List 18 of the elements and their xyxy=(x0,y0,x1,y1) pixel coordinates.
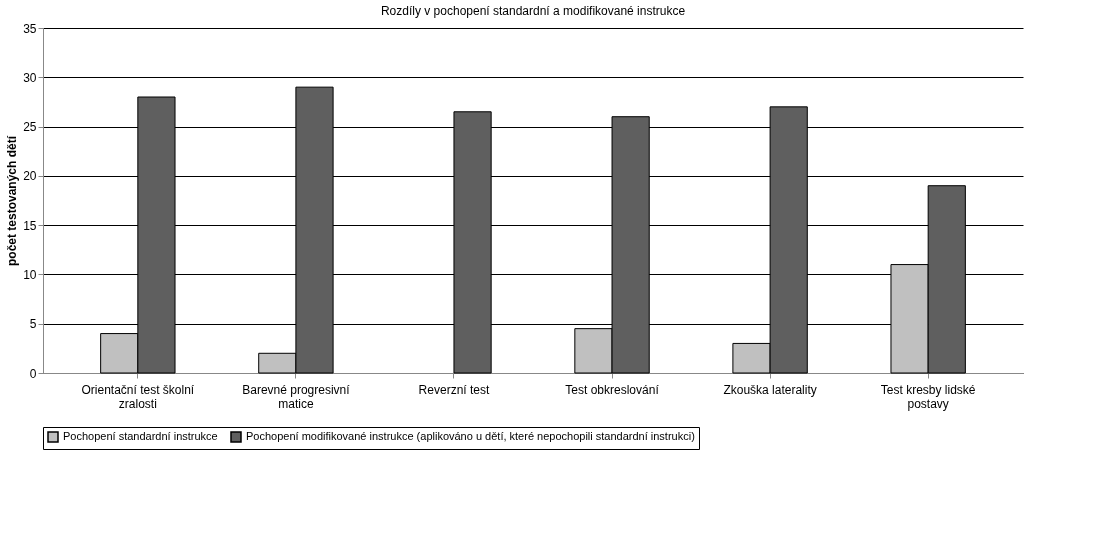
y-tick-label: 25 xyxy=(23,120,37,135)
chart-title: Rozdíly v pochopení standardní a modifikované instrukce xyxy=(380,4,686,18)
y-tick-label: 10 xyxy=(23,267,37,282)
y-tick-label: 0 xyxy=(29,366,37,381)
y-tick-label: 15 xyxy=(23,218,37,233)
y-tick-label: 30 xyxy=(23,70,37,85)
legend-label: Pochopení standardní instrukce xyxy=(63,430,218,442)
legend-label: Pochopení modifikované instrukce (aplikováno u dětí, které nepochopili standardní instrukci) xyxy=(246,430,695,442)
y-tick-label: 35 xyxy=(23,21,37,36)
x-tick-label: Barevné progresivní matice xyxy=(242,382,351,411)
y-tick-label: 5 xyxy=(29,317,37,332)
x-tick-label: Zkouška laterality xyxy=(723,382,817,397)
x-tick-label: Test obkreslování xyxy=(565,382,660,397)
x-tick-label: Reverzní test xyxy=(418,382,490,397)
x-tick-label: Orientační test školní zralosti xyxy=(81,382,195,411)
x-tick-label: Test kresby lidské postavy xyxy=(880,382,976,411)
y-tick-label: 20 xyxy=(23,169,37,184)
y-axis-title: počet testovaných dětí xyxy=(5,135,20,267)
